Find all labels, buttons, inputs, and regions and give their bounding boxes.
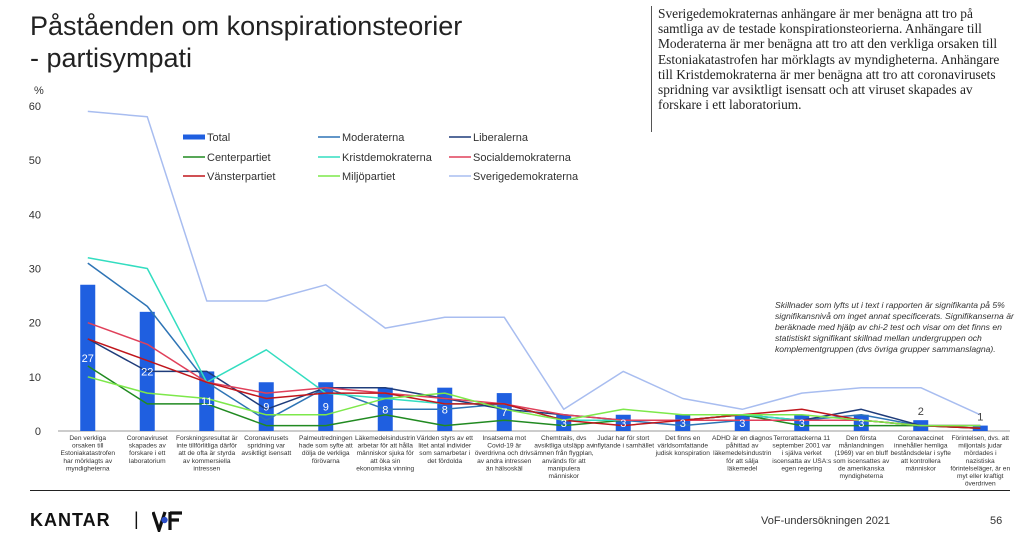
y-tick-label: 50: [29, 155, 41, 167]
logo-separator: |: [134, 509, 139, 529]
x-category-label: Judar har för stort inflytande i samhälle…: [592, 435, 654, 450]
legend-label: Liberalerna: [473, 132, 529, 144]
bar-data-label: 8: [382, 404, 388, 416]
bar-total: [80, 284, 96, 431]
x-category-label: Coronavaccinet innehåller hemliga bestånds…: [891, 435, 952, 472]
legend-label: Miljöpartiet: [342, 171, 395, 183]
bar-data-label: 1: [977, 412, 983, 424]
series-line-miljpartiet: [87, 376, 981, 427]
x-category-label: Insatserna mot Covid-19 är överdrivna och …: [475, 435, 535, 472]
x-category-label: Läkemedelsindustrin arbetar för att hålla…: [355, 435, 416, 472]
x-category-label: Det finns en världsomfattande judisk konsp…: [655, 435, 711, 457]
bar-data-label: 3: [680, 418, 686, 430]
bar-total: [615, 414, 631, 431]
bar-data-label: 3: [799, 418, 805, 430]
bar-data-label: 3: [858, 418, 864, 430]
x-category-label: ADHD är en diagnos påhittad av läkemedelsi…: [712, 435, 773, 472]
x-category-label: Den verkliga orsaken till Estoniakatastrof…: [60, 435, 115, 472]
legend-label: Moderaterna: [342, 132, 405, 144]
page-number: 56: [990, 515, 1003, 527]
bar-data-label: 27: [82, 353, 94, 365]
bar-data-label: 2: [918, 406, 924, 418]
x-category-label: Chemtrails, dvs avsiktliga utsläpp av ämne…: [534, 435, 594, 480]
bar-data-label: 3: [561, 418, 567, 430]
x-category-label: Den första månlandningen (1969) var en blu…: [833, 435, 890, 480]
chart: % 0 10 20 30 40 50 60 27 22 11 9 9 8 8 7 3 3 3 3 3 3 2 1 Den ver…: [29, 85, 1011, 488]
bar-data-label: 22: [141, 366, 153, 378]
legend-label: Centerpartiet: [207, 152, 271, 164]
bar-total: [734, 414, 750, 431]
x-category-label: Palmeutredningen hade som syfte att dölja …: [299, 435, 353, 465]
bar-total: [199, 371, 215, 431]
bar-data-label: 11: [201, 396, 212, 408]
page-title: Påståenden om konspirationsteorier - par…: [30, 10, 462, 74]
kantar-logo: KANTAR: [30, 510, 111, 530]
x-category-label: Terrorattackerna 11 september 2001 var i s…: [772, 435, 832, 472]
y-tick-label: 10: [29, 372, 41, 384]
footer-divider: [30, 490, 1010, 491]
y-axis-label: %: [34, 85, 44, 97]
y-tick-label: 60: [29, 101, 41, 113]
bar-data-label: 3: [739, 418, 745, 430]
bar-data-label: 7: [501, 407, 507, 419]
bar-total: [318, 382, 334, 431]
y-tick-label: 20: [29, 318, 41, 330]
legend-label: Socialdemokraterna: [473, 152, 572, 164]
legend-label: Sverigedemokraterna: [473, 171, 579, 183]
bar-total: [496, 393, 512, 431]
vof-logo-icon: [152, 511, 182, 532]
bar-total: [675, 414, 691, 431]
y-tick-label: 0: [35, 426, 41, 438]
y-tick-label: 30: [29, 264, 41, 276]
series-line-sverigedemokraterna: [87, 110, 981, 416]
bar-data-label: 8: [442, 404, 448, 416]
legend-label: Total: [207, 132, 230, 144]
bar-data-label: 9: [263, 402, 269, 414]
summary-text-box: Sverigedemokraternas anhängare är mer be…: [651, 6, 1003, 132]
significance-footnote: Skillnader som lyfts ut i text i rapport…: [775, 300, 1014, 354]
series-line-centerpartiet: [87, 365, 981, 430]
x-category-label: Coronaviruset skapades av forskare i ett la…: [127, 435, 168, 465]
x-category-label: Forskningsresultat är inte tillförlitliga…: [176, 435, 238, 472]
bar-data-label: 3: [620, 418, 626, 430]
legend-label: Vänsterpartiet: [207, 171, 275, 183]
footer-survey-name: VoF-undersökningen 2021: [761, 515, 891, 527]
x-category-label: Förintelsen, dvs. att miljontals judar mör…: [950, 435, 1010, 488]
series-line-vnsterpartiet: [87, 338, 981, 430]
y-tick-label: 40: [29, 209, 41, 221]
legend-label: Kristdemokraterna: [342, 152, 433, 164]
series-line-socialdemokraterna: [87, 321, 981, 427]
x-category-label: Världen styrs av ett litet antal individe…: [417, 435, 474, 465]
page-title-line-1: Påståenden om konspirationsteorier: [30, 11, 463, 41]
bar-data-label: 9: [323, 402, 329, 414]
page-title-line-2: - partisympati: [30, 43, 193, 73]
x-category-label: Coronavirusets spridning var avsiktligt is…: [241, 435, 291, 457]
